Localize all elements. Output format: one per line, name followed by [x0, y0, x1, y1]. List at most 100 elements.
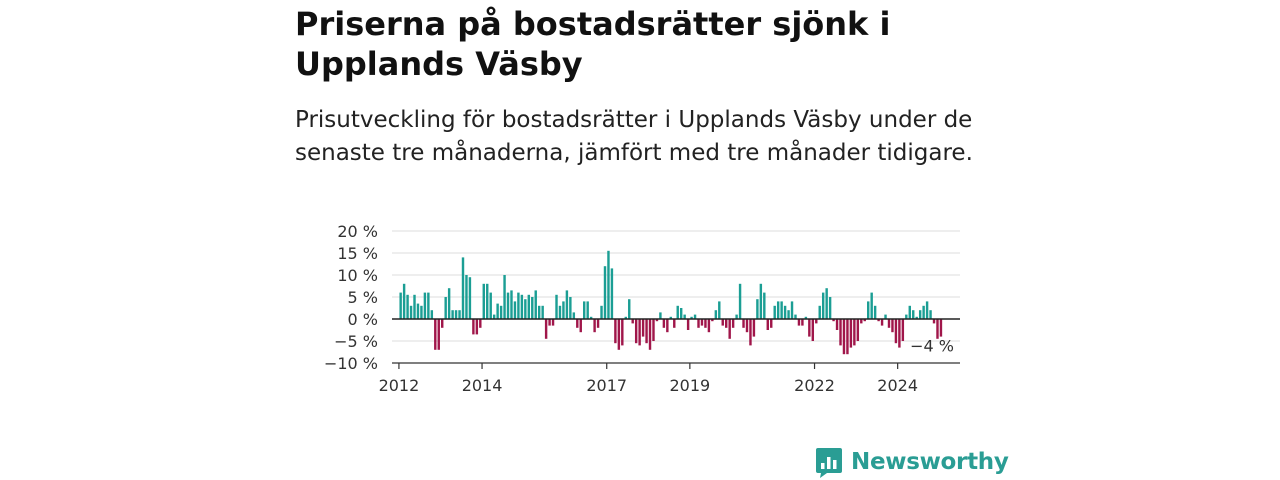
bar — [524, 299, 527, 319]
bar — [614, 319, 617, 344]
bar — [693, 314, 697, 319]
bar — [808, 319, 811, 337]
bar — [749, 319, 752, 346]
bar — [925, 301, 929, 319]
bar — [624, 316, 627, 319]
bar — [621, 319, 624, 346]
chart-subtitle: Prisutveckling för bostadsrätter i Uppla… — [295, 107, 973, 166]
bar — [617, 319, 621, 350]
bar — [603, 266, 607, 319]
bar — [427, 292, 430, 319]
bar — [905, 314, 908, 319]
latest-value-label: −4 % — [910, 337, 954, 356]
bar — [745, 319, 749, 333]
bar — [569, 297, 572, 319]
bar — [631, 319, 634, 324]
bar — [572, 312, 576, 319]
bar — [544, 319, 548, 339]
bar — [475, 319, 479, 335]
bar — [492, 314, 496, 319]
bar — [863, 319, 866, 322]
bar — [908, 305, 911, 319]
bar — [707, 319, 711, 333]
bar — [607, 250, 610, 319]
bar — [770, 319, 773, 328]
bar — [409, 305, 413, 319]
bar — [565, 290, 569, 319]
bar — [454, 310, 458, 319]
bar — [447, 288, 451, 319]
bar — [898, 319, 901, 348]
bar — [527, 294, 531, 319]
bar — [659, 312, 662, 319]
bar — [718, 301, 721, 319]
bar — [444, 297, 447, 319]
bar — [593, 319, 596, 333]
bar — [887, 319, 891, 328]
y-tick-label: 10 % — [337, 266, 378, 285]
y-tick-label: 20 % — [337, 222, 378, 241]
bar — [465, 275, 468, 319]
bar — [517, 292, 520, 319]
newsworthy-logo-icon — [816, 448, 842, 478]
bar — [458, 310, 461, 319]
bar — [725, 319, 728, 328]
bar — [873, 305, 877, 319]
bar — [496, 303, 499, 319]
bar — [690, 316, 693, 319]
bar — [686, 319, 690, 330]
bar — [880, 319, 884, 326]
bar — [922, 305, 925, 319]
bar — [413, 294, 416, 319]
bar — [787, 310, 790, 319]
x-axis-ticks: 2012 2014 2017 2019 2022 2024 — [379, 363, 918, 395]
bar — [662, 319, 666, 328]
y-tick-label: −5 % — [334, 332, 378, 351]
bar — [759, 283, 763, 319]
bar — [610, 268, 614, 319]
bar — [731, 319, 735, 328]
bar — [669, 316, 673, 319]
bar — [537, 305, 541, 319]
bar — [461, 257, 465, 319]
bar — [652, 319, 655, 341]
bar — [835, 319, 839, 330]
bar — [479, 319, 482, 328]
bar — [735, 314, 738, 319]
x-tick-label: 2022 — [794, 376, 835, 395]
bar — [891, 319, 894, 333]
bar — [503, 275, 506, 319]
bar — [721, 319, 724, 326]
bar — [846, 319, 849, 355]
bar — [406, 294, 409, 319]
y-tick-label: −10 % — [324, 354, 378, 373]
bar — [596, 319, 600, 328]
bar — [437, 319, 440, 350]
bar — [683, 314, 686, 319]
bar — [839, 319, 842, 346]
bar — [853, 319, 856, 346]
bar — [634, 319, 638, 344]
bar — [776, 301, 780, 319]
newsworthy-logo-text: Newsworthy — [851, 449, 1009, 475]
bar — [551, 319, 555, 326]
bar — [641, 319, 645, 337]
newsworthy-logo: Newsworthy — [815, 446, 1009, 478]
bar — [499, 305, 503, 319]
bar — [877, 319, 880, 322]
bar — [441, 319, 444, 328]
y-tick-label: 0 % — [348, 310, 378, 329]
x-tick-label: 2014 — [462, 376, 503, 395]
bar — [939, 319, 943, 337]
bar — [655, 319, 659, 322]
bar — [932, 319, 936, 324]
bar-chart: 20 % 15 % 10 % 5 % 0 % −5 % −10 % 2012 2014 2017… — [324, 222, 960, 395]
y-tick-label: 15 % — [337, 244, 378, 263]
bar — [416, 303, 420, 319]
bar — [842, 319, 846, 355]
bar — [541, 305, 544, 319]
bar — [815, 319, 818, 324]
bar — [915, 316, 918, 319]
y-axis-ticks: 20 % 15 % 10 % 5 % 0 % −5 % −10 % — [324, 222, 378, 373]
bar — [482, 283, 485, 319]
